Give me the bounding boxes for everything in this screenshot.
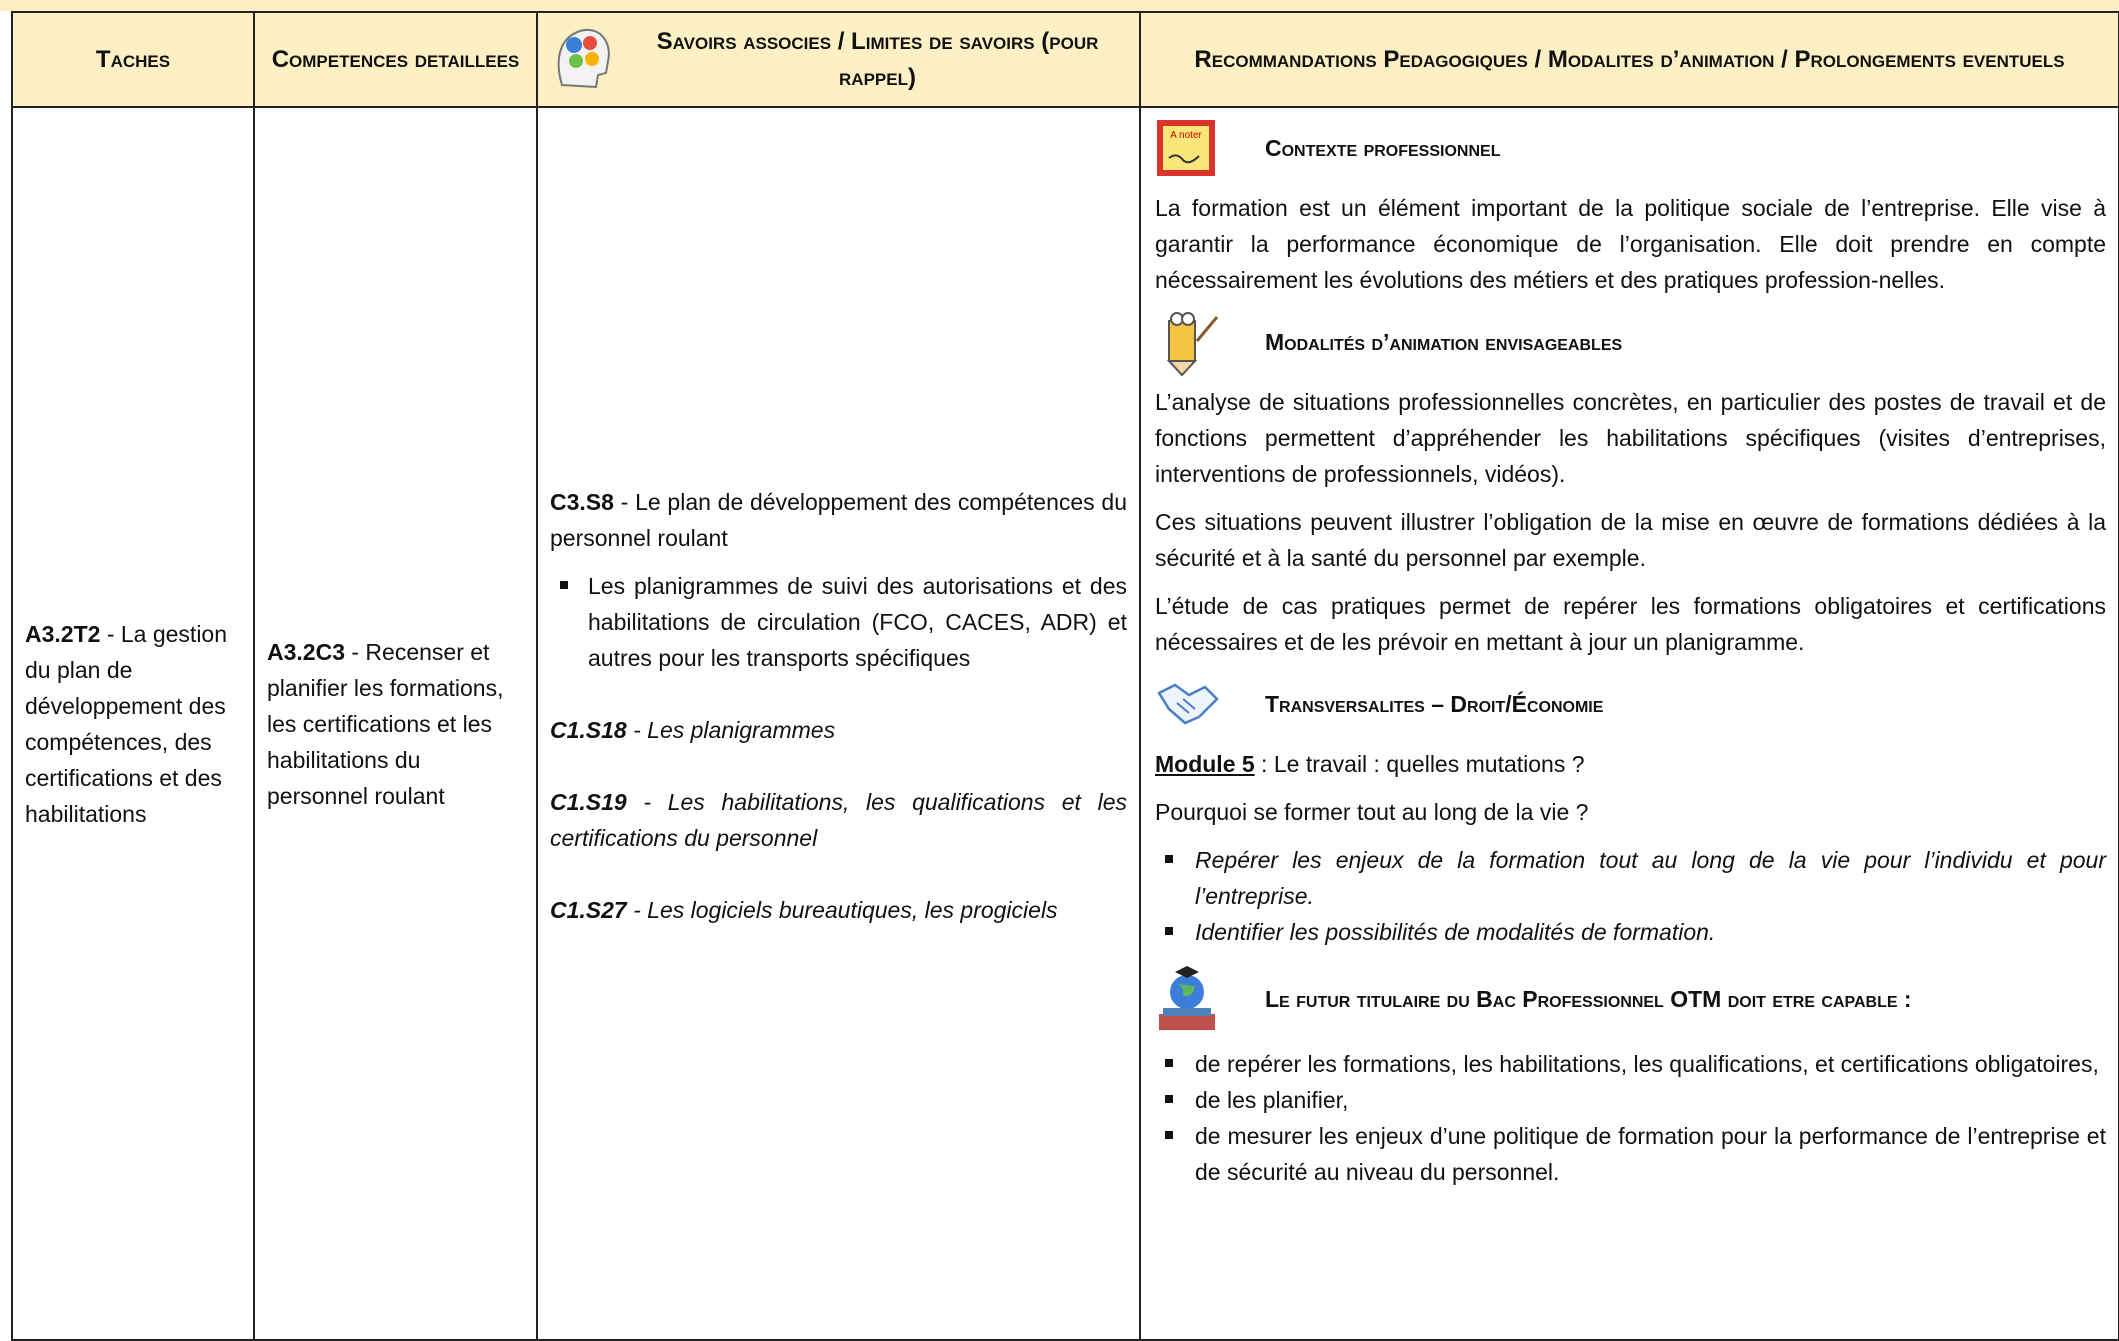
savoirs-cell: C3.S8 - Le plan de développement des com… [536, 106, 1141, 1341]
code: C1.S19 [550, 788, 627, 815]
text: - Recenser et planifier les formations, … [267, 638, 504, 809]
savoir-bullets: Les planigrammes de suivi des autorisati… [550, 568, 1127, 676]
bullet: Repérer les enjeux de la formation tout … [1155, 842, 2106, 914]
programme-table: Taches Competences detaillees Savoirs as… [11, 11, 2119, 1341]
text: - Les habilitations, les qualifications … [550, 788, 1127, 851]
text: - La gestion du plan de développement de… [25, 620, 228, 827]
bullet: de repérer les formations, les habilitat… [1155, 1046, 2106, 1082]
text: - Les logiciels bureautiques, les progic… [626, 896, 1058, 923]
savoir-ref: C1.S19 - Les habilitations, les qualific… [550, 784, 1127, 856]
note-icon-text: A noter [1170, 130, 1202, 141]
code: A3.2C3 [267, 638, 345, 665]
module-text: : Le travail : quelles mutations ? [1254, 751, 1585, 777]
paragraph: Ces situations peuvent illustrer l’oblig… [1155, 509, 2106, 571]
head-gears-icon [557, 28, 610, 89]
heading-text: Modalités d’animation envisageables [1265, 329, 1623, 355]
header-cell: Taches [11, 11, 255, 108]
header-cell: Savoirs associes / Limites de savoirs (p… [536, 11, 1141, 108]
savoir-ref: C1.S27 - Les logiciels bureautiques, les… [550, 892, 1127, 928]
header-cell: Recommandations Pedagogiques / Modalites… [1139, 11, 2119, 108]
handshake-icon [1157, 683, 1219, 725]
recommandations-cell: A noter Contexte professionnel La format… [1139, 106, 2119, 1341]
paragraph: La formation est un élément important de… [1155, 195, 2106, 293]
bullet: de les planifier, [1155, 1082, 2106, 1118]
previous-row-strip [0, 0, 2119, 11]
body-row: A3.2T2 - La gestion du plan de développe… [11, 106, 2119, 1341]
bullets: Repérer les enjeux de la formation tout … [1155, 842, 2106, 950]
module-line: Module 5 : Le travail : quelles mutation… [1155, 746, 2106, 782]
text: - Les planigrammes [626, 716, 836, 743]
bullet: de mesurer les enjeux d’une politique de… [1155, 1118, 2106, 1190]
paragraph: Pourquoi se former tout au long de la vi… [1155, 799, 1589, 825]
header-cell: Competences detaillees [253, 11, 538, 108]
section-heading: Transversalites – Droit/Économie [1155, 672, 2106, 736]
code: C3.S8 [550, 488, 614, 515]
header-text: Savoirs associes / Limites de savoirs (p… [656, 27, 1099, 91]
section-heading: Modalités d’animation envisageables [1155, 310, 2106, 377]
pencil-icon [1166, 312, 1219, 377]
header-row: Taches Competences detaillees Savoirs as… [11, 11, 2119, 108]
paragraph: L’étude de cas pratiques permet de repér… [1155, 593, 2106, 655]
code: C1.S18 [550, 716, 627, 743]
globe-icon [1159, 966, 1215, 1030]
tache-cell: A3.2T2 - La gestion du plan de développe… [11, 106, 255, 1341]
note-icon: A noter [1157, 120, 1215, 176]
paragraph: L’analyse de situations professionnelles… [1155, 389, 2106, 487]
bullets: de repérer les formations, les habilitat… [1155, 1046, 2106, 1190]
savoir-main: C3.S8 - Le plan de développement des com… [550, 484, 1127, 556]
text: - Le plan de développement des compétenc… [550, 488, 1127, 551]
module-label: Module 5 [1155, 751, 1255, 777]
bullet: Les planigrammes de suivi des autorisati… [550, 568, 1127, 676]
heading-text: Contexte professionnel [1265, 135, 1501, 161]
code: A3.2T2 [25, 620, 101, 647]
code: C1.S27 [550, 896, 627, 923]
competence-cell: A3.2C3 - Recenser et planifier les forma… [253, 106, 538, 1341]
savoir-ref: C1.S18 - Les planigrammes [550, 712, 1127, 748]
heading-text: Transversalites – Droit/Économie [1265, 691, 1604, 717]
section-heading: A noter Contexte professionnel [1155, 116, 2106, 180]
bullet: Identifier les possibilités de modalités… [1155, 914, 2106, 950]
heading-text: Le futur titulaire du Bac Professionnel … [1265, 986, 1912, 1012]
section-heading: Le futur titulaire du Bac Professionnel … [1155, 962, 2106, 1036]
